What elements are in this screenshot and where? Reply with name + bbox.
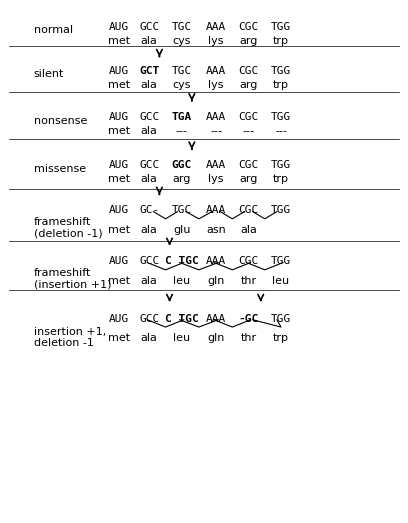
Text: AUG: AUG [109, 112, 129, 122]
Text: ala: ala [141, 36, 158, 46]
Text: met: met [108, 126, 130, 136]
Text: gln: gln [208, 276, 225, 286]
Text: ---: --- [275, 126, 287, 136]
Text: GC-: GC- [139, 206, 160, 215]
Text: AAA: AAA [206, 22, 226, 32]
Text: C TGC: C TGC [165, 313, 199, 324]
Text: frameshift
(insertion +1): frameshift (insertion +1) [34, 268, 111, 289]
Text: CGC: CGC [238, 66, 259, 76]
Text: frameshift
(deletion -1): frameshift (deletion -1) [34, 217, 102, 239]
Text: AAA: AAA [206, 256, 226, 266]
Text: trp: trp [273, 36, 289, 46]
Text: arg: arg [239, 174, 258, 184]
Text: cys: cys [173, 81, 191, 90]
Text: arg: arg [239, 81, 258, 90]
Text: nonsense: nonsense [34, 116, 87, 126]
Text: ---: --- [243, 126, 255, 136]
Text: ala: ala [240, 225, 257, 235]
Text: arg: arg [239, 36, 258, 46]
Text: GCC: GCC [139, 313, 160, 324]
Text: -GC: -GC [238, 313, 259, 324]
Text: ala: ala [141, 126, 158, 136]
Text: GCC: GCC [139, 22, 160, 32]
Text: TGG: TGG [271, 206, 291, 215]
Text: ala: ala [141, 81, 158, 90]
Text: leu: leu [273, 276, 290, 286]
Text: arg: arg [173, 174, 191, 184]
Text: normal: normal [34, 25, 73, 35]
Text: trp: trp [273, 81, 289, 90]
Text: thr: thr [240, 333, 257, 343]
Text: GCT: GCT [139, 66, 160, 76]
Text: insertion +1,
deletion -1: insertion +1, deletion -1 [34, 326, 106, 348]
Text: ala: ala [141, 174, 158, 184]
Text: AAA: AAA [206, 112, 226, 122]
Text: ala: ala [141, 276, 158, 286]
Text: AUG: AUG [109, 160, 129, 170]
Text: silent: silent [34, 69, 64, 79]
Text: AAA: AAA [206, 206, 226, 215]
Text: trp: trp [273, 174, 289, 184]
Text: CGC: CGC [238, 112, 259, 122]
Text: met: met [108, 333, 130, 343]
Text: AUG: AUG [109, 66, 129, 76]
Text: GGC: GGC [172, 160, 192, 170]
Text: GCC: GCC [139, 160, 160, 170]
Text: cys: cys [173, 36, 191, 46]
Text: TGG: TGG [271, 160, 291, 170]
Text: AAA: AAA [206, 160, 226, 170]
Text: CGC: CGC [238, 22, 259, 32]
Text: AUG: AUG [109, 313, 129, 324]
Text: CGC: CGC [238, 206, 259, 215]
Text: ---: --- [210, 126, 222, 136]
Text: trp: trp [273, 333, 289, 343]
Text: thr: thr [240, 276, 257, 286]
Text: TGG: TGG [271, 22, 291, 32]
Text: ala: ala [141, 225, 158, 235]
Text: CGC: CGC [238, 160, 259, 170]
Text: missense: missense [34, 164, 86, 174]
Text: AUG: AUG [109, 256, 129, 266]
Text: asn: asn [206, 225, 226, 235]
Text: lys: lys [208, 174, 224, 184]
Text: TGC: TGC [172, 206, 192, 215]
Text: GCC: GCC [139, 256, 160, 266]
Text: TGG: TGG [271, 313, 291, 324]
Text: lys: lys [208, 36, 224, 46]
Text: glu: glu [173, 225, 191, 235]
Text: TGA: TGA [172, 112, 192, 122]
Text: ---: --- [176, 126, 188, 136]
Text: leu: leu [173, 276, 190, 286]
Text: leu: leu [173, 333, 190, 343]
Text: met: met [108, 276, 130, 286]
Text: gln: gln [208, 333, 225, 343]
Text: TGG: TGG [271, 66, 291, 76]
Text: met: met [108, 81, 130, 90]
Text: AAA: AAA [206, 66, 226, 76]
Text: met: met [108, 225, 130, 235]
Text: AUG: AUG [109, 22, 129, 32]
Text: TGC: TGC [172, 66, 192, 76]
Text: ala: ala [141, 333, 158, 343]
Text: GCC: GCC [139, 112, 160, 122]
Text: lys: lys [208, 81, 224, 90]
Text: TGG: TGG [271, 256, 291, 266]
Text: TGG: TGG [271, 112, 291, 122]
Text: AAA: AAA [206, 313, 226, 324]
Text: CGC: CGC [238, 256, 259, 266]
Text: met: met [108, 174, 130, 184]
Text: met: met [108, 36, 130, 46]
Text: TGC: TGC [172, 22, 192, 32]
Text: C TGC: C TGC [165, 256, 199, 266]
Text: AUG: AUG [109, 206, 129, 215]
